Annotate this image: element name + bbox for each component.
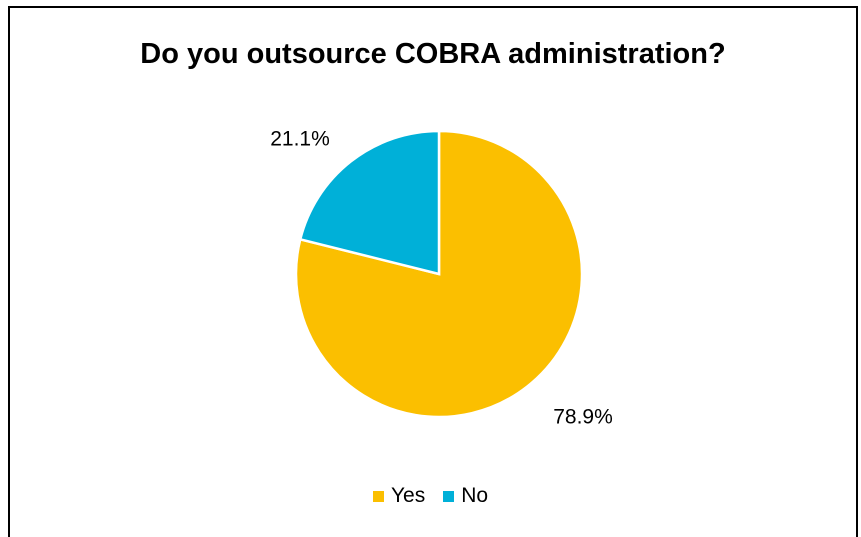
- legend-swatch-no: [443, 490, 455, 502]
- chart-title: Do you outsource COBRA administration?: [140, 38, 726, 70]
- data-label-yes: 78.9%: [553, 406, 613, 429]
- data-label-no: 21.1%: [270, 128, 330, 151]
- legend-item-yes: Yes: [372, 484, 426, 508]
- legend-swatch-yes: [372, 490, 384, 502]
- pie-slice-no: [298, 129, 441, 276]
- legend-label-no: No: [461, 484, 489, 507]
- legend-item-no: No: [443, 484, 488, 508]
- legend-label-yes: Yes: [390, 484, 426, 507]
- legend: Yes No: [0, 484, 861, 508]
